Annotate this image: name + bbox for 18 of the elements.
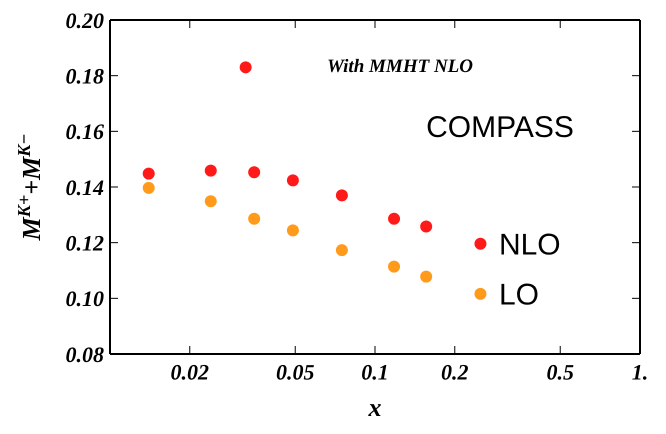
y-tick-label: 0.16 [66,119,104,144]
x-axis-title: x [368,393,382,422]
y-tick-label: 0.08 [66,342,104,367]
y-tick-label: 0.18 [66,63,104,88]
x-tick-label: 0.05 [276,360,314,385]
x-tick-label: 0.02 [170,360,210,385]
x-tick-label: 0.1 [361,360,389,385]
x-tick-label: 1. [632,360,648,385]
y-tick-label: 0.14 [66,174,104,200]
y-tick-label: 0.10 [66,286,104,312]
annotation: With MMHT NLO [326,56,474,77]
series-label: NLO [498,228,561,262]
y-tick-label: 0.20 [66,8,104,33]
annotation: COMPASS [426,111,574,144]
x-tick-label: 0.2 [441,360,469,385]
x-tick-label: 0.5 [546,360,574,385]
series-label: LO [498,278,539,312]
y-tick-label: 0.12 [66,230,104,256]
